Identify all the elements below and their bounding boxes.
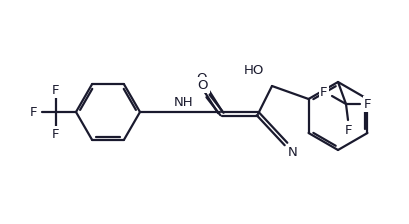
Text: O: O: [197, 78, 208, 91]
Text: NH: NH: [174, 95, 193, 108]
Text: O: O: [196, 71, 207, 84]
Text: F: F: [52, 127, 60, 140]
Text: F: F: [344, 123, 352, 136]
Text: F: F: [319, 86, 327, 99]
Text: HO: HO: [243, 63, 263, 77]
Text: N: N: [288, 146, 297, 159]
Text: F: F: [363, 97, 371, 110]
Text: F: F: [30, 106, 38, 118]
Text: F: F: [52, 84, 60, 97]
